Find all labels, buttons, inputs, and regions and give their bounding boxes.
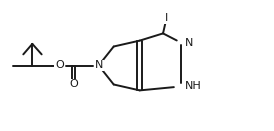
Text: NH: NH (185, 81, 202, 91)
Text: O: O (55, 61, 64, 70)
Text: N: N (95, 61, 103, 70)
Text: N: N (185, 38, 193, 48)
Text: I: I (165, 13, 168, 23)
Text: O: O (69, 80, 78, 89)
